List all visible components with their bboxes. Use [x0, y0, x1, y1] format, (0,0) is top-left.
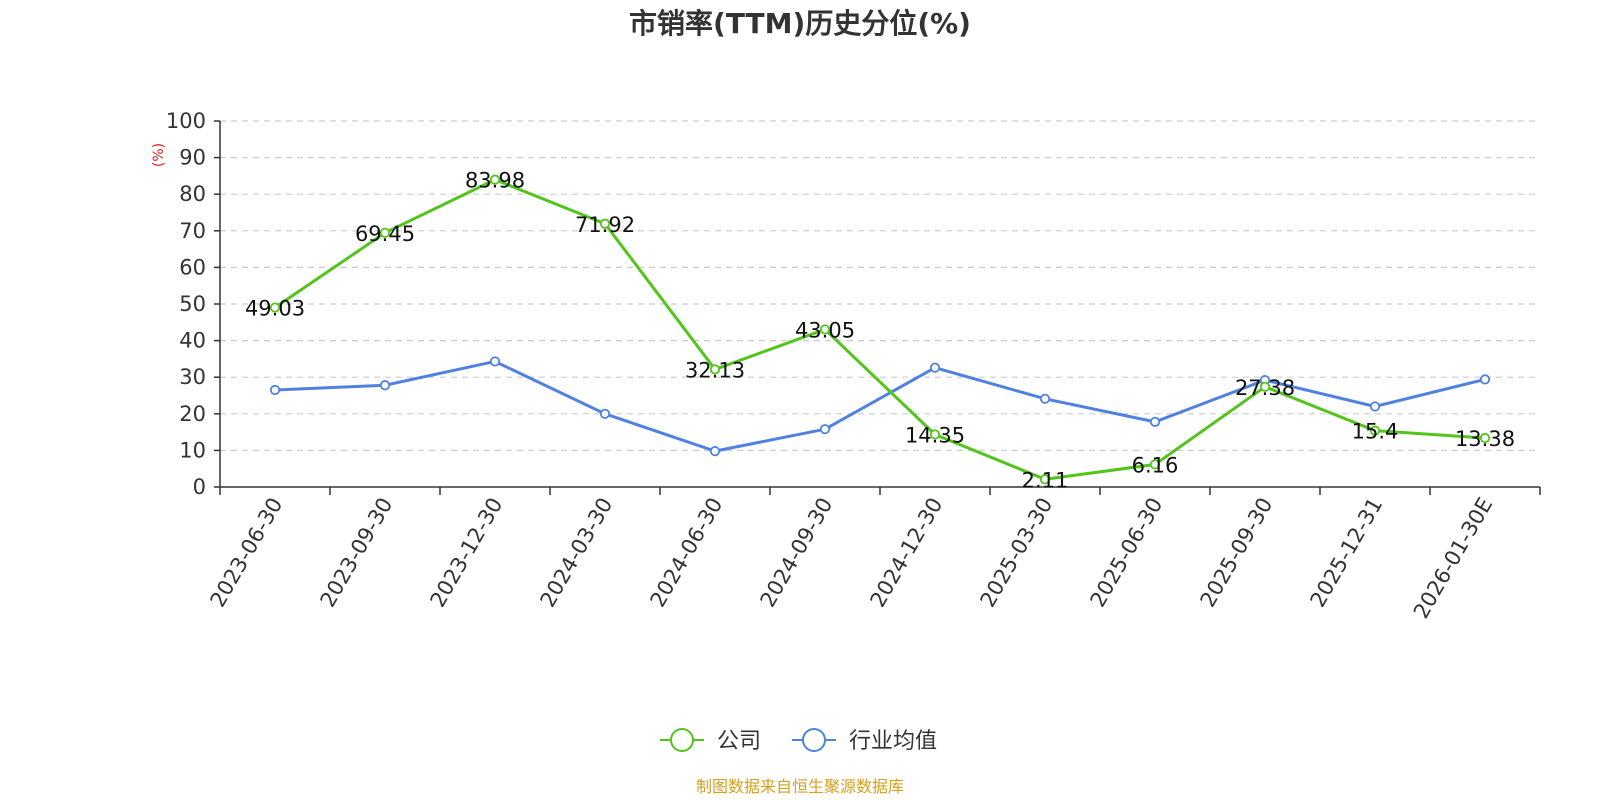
y-axis-unit: (%)	[151, 143, 167, 167]
x-tick-label: 2026-01-30E	[1409, 494, 1497, 623]
axes: 0 10 20 30 40 50 60 70 80 90 100 2023-06-30 2023-09-…	[166, 109, 1541, 623]
x-tick-label: 2025-12-31	[1306, 494, 1388, 612]
company-data-label: 14.35	[905, 423, 965, 447]
x-tick-label: 2024-06-30	[646, 494, 728, 612]
y-tick-label: 70	[179, 219, 206, 243]
industry-average-series-line	[274, 359, 1486, 453]
x-tick-label: 2025-03-30	[976, 494, 1058, 612]
industry-average-data-point[interactable]	[1149, 416, 1161, 427]
company-data-label: 49.03	[245, 297, 305, 321]
industry-average-data-point[interactable]	[1479, 374, 1491, 385]
legend-company-label: 公司	[717, 729, 761, 754]
company-data-label: 69.45	[355, 222, 415, 246]
y-tick-label: 80	[179, 182, 206, 206]
gridlines	[220, 120, 1540, 451]
company-data-label: 43.05	[795, 318, 855, 342]
company-data-point[interactable]	[1479, 432, 1491, 444]
company-data-point[interactable]	[269, 302, 281, 313]
legend-company-marker	[670, 728, 694, 752]
legend-industry-label: 行业均值	[849, 729, 937, 754]
industry-average-data-point[interactable]	[599, 408, 611, 419]
industry-average-data-point[interactable]	[819, 424, 831, 435]
x-tick-label: 2024-03-30	[536, 494, 618, 612]
company-data-point[interactable]	[929, 429, 941, 440]
chart-title: 市销率(TTM)历史分位(%)	[629, 7, 971, 40]
company-data-label: 32.13	[685, 358, 745, 382]
company-data-label: 13.38	[1455, 427, 1515, 451]
company-data-label: 15.4	[1352, 420, 1399, 444]
company-data-point[interactable]	[1369, 425, 1381, 436]
company-data-point[interactable]	[819, 324, 831, 335]
legend[interactable]: 公司 行业均值	[660, 728, 937, 754]
y-tick-label: 60	[179, 255, 206, 279]
legend-industry-marker	[802, 728, 826, 752]
data-source-note: 制图数据来自恒生聚源数据库	[696, 777, 904, 796]
company-data-point[interactable]	[489, 174, 501, 185]
x-tick-label: 2023-06-30	[206, 494, 288, 612]
industry-average-data-point[interactable]	[489, 356, 501, 367]
company-data-point[interactable]	[1259, 381, 1271, 392]
company-data-label: 27.38	[1235, 376, 1295, 400]
data-labels: 49.03 69.45 83.98 71.92 32.13 43.05 14.35 2.11 6…	[245, 169, 1515, 493]
company-data-point[interactable]	[1039, 474, 1051, 485]
industry-average-data-point[interactable]	[269, 384, 281, 396]
company-data-point[interactable]	[1149, 459, 1161, 470]
y-tick-label: 50	[179, 292, 206, 316]
company-data-point[interactable]	[379, 227, 391, 238]
company-data-label: 71.92	[575, 213, 635, 237]
series	[269, 174, 1491, 485]
y-tick-label: 10	[179, 438, 206, 462]
x-tick-label: 2024-09-30	[756, 494, 838, 612]
industry-average-data-point[interactable]	[379, 380, 391, 391]
legend-item-industry-average[interactable]: 行业均值	[792, 728, 937, 754]
company-data-point[interactable]	[709, 364, 721, 375]
company-data-label: 6.16	[1132, 453, 1179, 477]
y-tick-label: 20	[179, 402, 206, 426]
industry-average-data-point[interactable]	[709, 446, 721, 457]
y-tick-label: 30	[179, 365, 206, 389]
x-tick-label: 2024-12-30	[866, 494, 948, 612]
y-tick-label: 100	[166, 109, 206, 133]
y-tick-label: 90	[179, 146, 206, 170]
x-tick-label: 2025-09-30	[1196, 494, 1278, 612]
company-data-point[interactable]	[599, 218, 611, 229]
industry-average-data-point[interactable]	[1369, 401, 1381, 412]
company-data-label: 2.11	[1022, 468, 1069, 492]
x-tick-label: 2025-06-30	[1086, 494, 1168, 612]
company-data-label: 83.98	[465, 169, 525, 193]
y-tick-label: 40	[179, 329, 206, 353]
x-tick-label: 2023-09-30	[316, 494, 398, 612]
legend-item-company[interactable]: 公司	[660, 728, 761, 754]
y-tick-label: 0	[193, 475, 206, 499]
company-series-line	[274, 178, 1486, 481]
industry-average-data-point[interactable]	[929, 362, 941, 373]
x-tick-label: 2023-12-30	[426, 494, 508, 612]
industry-average-data-point[interactable]	[1039, 393, 1051, 404]
